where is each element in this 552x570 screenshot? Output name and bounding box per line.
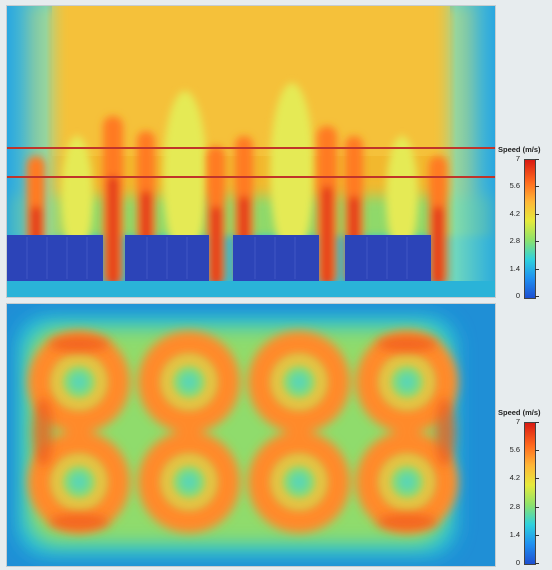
top-speed-colorbar: Speed (m/s) 7 5.6 4.2 2.8 1.4 0 xyxy=(494,145,552,301)
colorbar-gradient xyxy=(524,159,536,299)
colorbar-tick: 2.8 xyxy=(509,502,520,511)
colorbar-tick: 7 xyxy=(515,417,520,426)
colorbar-tick: 5.6 xyxy=(509,181,520,190)
hotspots xyxy=(33,336,455,530)
colorbar-tick: 2.8 xyxy=(509,236,520,245)
colorbar-tick: 4.2 xyxy=(509,473,520,482)
side-section-contour-panel xyxy=(6,5,496,298)
colorbar-tick: 4.2 xyxy=(509,209,520,218)
equipment-blocks xyxy=(7,235,431,281)
colorbar-gradient xyxy=(524,422,536,565)
colorbar-tick: 7 xyxy=(515,154,520,163)
colorbar-title: Speed (m/s) xyxy=(498,408,541,417)
side-section-contour xyxy=(7,6,495,297)
plan-view-contour xyxy=(7,304,495,566)
colorbar-tick: 5.6 xyxy=(509,445,520,454)
colorbar-tick: 0 xyxy=(515,558,520,567)
colorbar-title: Speed (m/s) xyxy=(498,145,541,154)
plan-view-contour-panel xyxy=(6,303,496,567)
colorbar-tick: 0 xyxy=(515,291,520,300)
colorbar-tick: 1.4 xyxy=(509,530,520,539)
bottom-speed-colorbar: Speed (m/s) 7 5.6 4.2 2.8 1.4 0 xyxy=(494,408,552,568)
vortex-rings xyxy=(28,331,458,533)
colorbar-tick: 1.4 xyxy=(509,264,520,273)
